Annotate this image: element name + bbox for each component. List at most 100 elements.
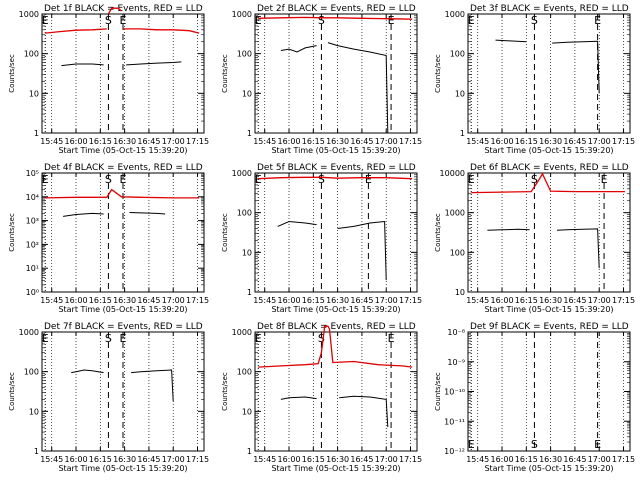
x-tick-label: 16:00 [64,296,87,305]
marker-label: E [255,173,262,186]
chart-title: Det 3f BLACK = Events, RED = LLD [470,4,629,14]
series-line-lld [258,325,413,368]
chart-title: Det 6f BLACK = Events, RED = LLD [470,163,629,173]
series-line-lld [471,172,626,194]
y-tick-label: 10⁰ [26,288,39,297]
marker-label: E [594,14,601,27]
plot-frame [254,331,418,452]
y-tick-label: 10⁴ [26,193,39,202]
series-line-events [487,228,530,231]
marker-label: S [105,332,112,345]
x-tick-label: 16:45 [137,296,160,305]
marker-label: E [388,332,395,345]
y-tick-label: 10⁻⁸ [447,328,465,337]
marker-label: S [105,173,112,186]
y-tick-label: 1000 [445,10,465,19]
x-tick-label: 15:45 [40,455,63,464]
x-tick-label: 15:45 [253,137,276,146]
marker-label: E [601,173,608,186]
y-tick-label: 100 [450,50,465,59]
marker-label: E [468,14,475,27]
y-tick-label: 100 [24,368,39,377]
y-tick-label: 10¹ [26,264,39,273]
y-tick-label: 10⁵ [26,169,39,178]
series-line-events [129,212,166,215]
y-tick-label: 100 [450,248,465,257]
x-tick-label: 16:15 [89,455,112,464]
x-tick-label: 16:30 [113,455,136,464]
x-tick-label: 16:45 [350,455,373,464]
series-line-events [131,369,174,402]
x-tick-label: 17:00 [375,455,398,464]
x-axis-label: Start Time (05-Oct-15 15:39:20) [271,146,400,155]
y-tick-label: 10⁻¹¹ [444,417,465,426]
x-tick-label: 16:30 [113,137,136,146]
series-line-lld [45,188,200,199]
series-line-events [552,40,600,94]
y-tick-label: 100 [237,368,252,377]
marker-label: S [105,14,112,27]
x-tick-label: 16:00 [490,455,513,464]
x-tick-label: 17:00 [588,455,611,464]
marker-label: S [531,14,538,27]
y-tick-label: 10 [242,89,252,98]
x-tick-label: 16:00 [490,296,513,305]
series-line-lld [258,16,413,20]
x-tick-label: 15:45 [40,137,63,146]
y-axis-label: Counts/sec [221,213,229,252]
marker-label: S [318,332,325,345]
series-line-lld [107,7,122,15]
y-tick-label: 1 [460,129,465,138]
x-tick-label: 16:00 [277,296,300,305]
x-tick-label: 15:45 [466,137,489,146]
x-tick-label: 16:00 [490,137,513,146]
x-tick-label: 16:00 [277,455,300,464]
x-axis-label: Start Time (05-Oct-15 15:39:20) [58,305,187,314]
marker-label: E [468,438,475,451]
marker-label: E [120,332,127,345]
chart-title: Det 9f BLACK = Events, RED = LLD [470,322,629,332]
y-tick-label: 1000 [232,10,252,19]
x-tick-label: 16:15 [302,455,325,464]
x-tick-label: 16:15 [515,296,538,305]
y-tick-label: 10⁻¹² [444,447,465,456]
x-tick-label: 15:45 [466,296,489,305]
series-line-events [495,39,527,43]
y-tick-label: 10² [26,240,39,249]
y-axis-label: Counts/sec [434,372,442,411]
series-line-events [557,228,600,269]
marker-label: E [255,14,262,27]
x-tick-label: 17:15 [612,137,635,146]
chart-title: Det 8f BLACK = Events, RED = LLD [257,322,416,332]
series-line-events [339,395,389,428]
x-tick-label: 17:15 [186,137,209,146]
x-tick-label: 17:15 [399,455,422,464]
marker-label: E [120,14,127,27]
x-tick-label: 16:15 [89,296,112,305]
y-tick-label: 1000 [19,328,39,337]
series-line-lld [123,28,200,34]
marker-label: S [318,173,325,186]
series-line-events [280,396,317,400]
x-tick-label: 17:00 [162,296,185,305]
y-tick-label: 10 [242,407,252,416]
y-tick-label: 1 [247,447,252,456]
x-tick-label: 16:45 [563,137,586,146]
x-tick-label: 17:00 [588,296,611,305]
x-axis-label: Start Time (05-Oct-15 15:39:20) [271,464,400,473]
x-tick-label: 17:15 [186,455,209,464]
x-tick-label: 16:00 [64,137,87,146]
marker-label: E [365,173,372,186]
marker-label: S [531,438,538,451]
marker-label: E [255,332,262,345]
marker-label: S [531,173,538,186]
marker-label: E [594,438,601,451]
y-tick-label: 1000 [19,10,39,19]
x-tick-label: 16:30 [326,137,349,146]
marker-label: S [318,14,325,27]
